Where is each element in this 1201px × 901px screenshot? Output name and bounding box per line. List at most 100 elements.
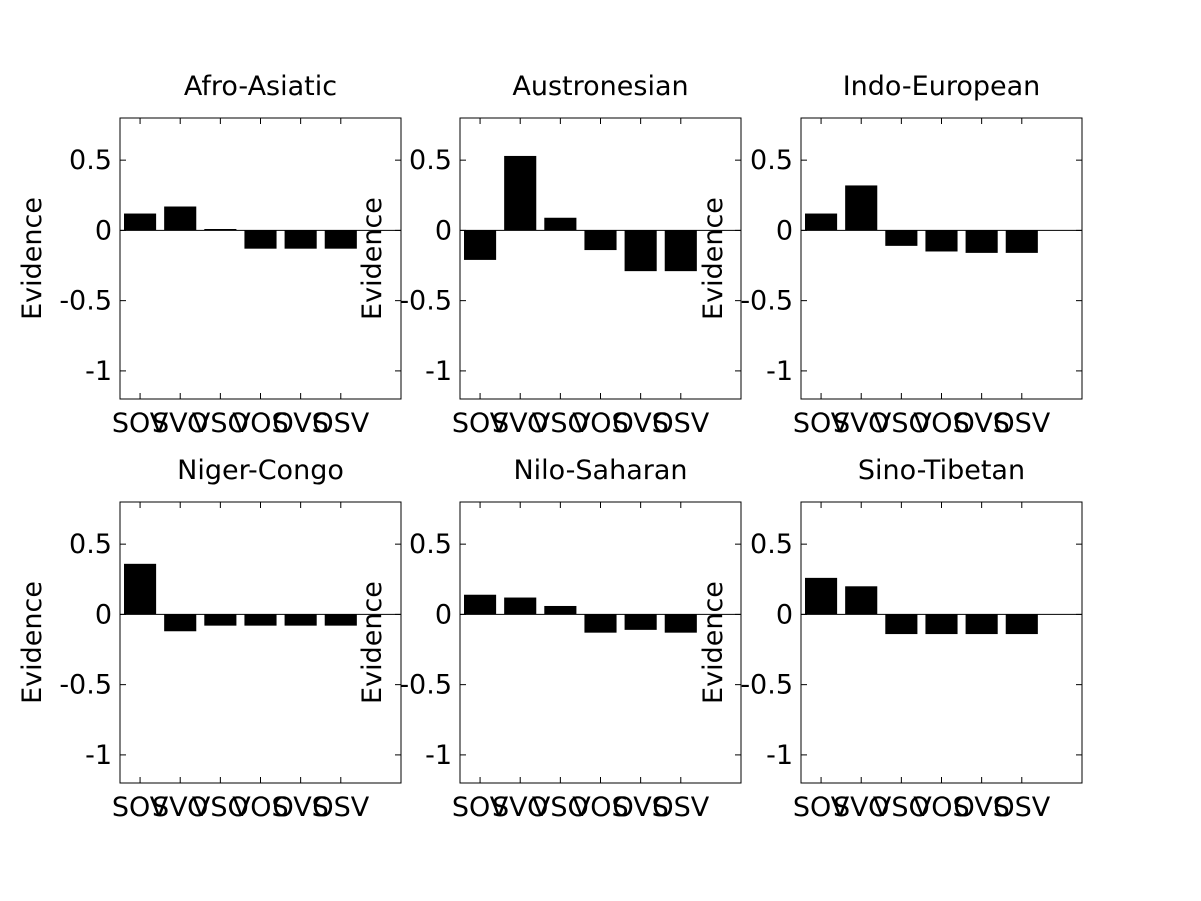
y-tick-label: -1 [766,356,793,387]
bar [544,217,577,231]
x-tick-label: SOV [793,408,850,439]
bar [504,155,537,231]
y-tick-label: 0 [776,215,793,246]
bar [204,614,237,626]
x-tick-label: SVO [152,408,208,439]
bar [965,614,998,635]
bar [965,230,998,253]
chart-title: Indo-European [843,71,1041,102]
bar [464,230,497,260]
x-tick-label: SOV [452,792,509,823]
x-tick-label: SVO [492,792,548,823]
x-tick-label: OSV [312,408,369,439]
bar [324,230,357,249]
bar [284,230,317,249]
y-tick-label: -1 [85,740,112,771]
x-tick-label: SOV [112,792,169,823]
bar [324,614,357,626]
x-tick-label: OVS [272,408,328,439]
bar [504,597,537,615]
x-tick-label: OVS [953,792,1009,823]
bar [584,614,617,633]
x-tick-label: SVO [152,792,208,823]
plot-frame [800,117,1083,400]
bar [244,614,277,626]
y-tick-label: -0.5 [399,286,452,317]
bar [624,614,657,630]
bar [284,614,317,626]
x-tick-label: SOV [452,408,509,439]
x-tick-label: VOS [232,792,288,823]
y-tick-label: -0.5 [740,286,793,317]
y-axis-label: Evidence [17,197,48,320]
x-tick-label: VSO [532,408,589,439]
chart-title: Sino-Tibetan [858,455,1025,486]
y-tick-label: 0.5 [69,529,112,560]
x-tick-label: VSO [873,792,930,823]
x-tick-label: SOV [793,792,850,823]
bar [204,229,237,231]
x-tick-label: SVO [833,792,889,823]
y-tick-label: -1 [85,356,112,387]
bar [164,206,197,231]
x-tick-label: OSV [312,792,369,823]
bar [1005,230,1038,253]
bar [845,185,878,231]
y-tick-label: 0 [95,599,112,630]
bar [124,213,157,231]
chart-title: Niger-Congo [177,455,344,486]
y-tick-label: 0.5 [750,529,793,560]
chart-title: Austronesian [512,71,688,102]
x-tick-label: VOS [232,408,288,439]
y-tick-label: -1 [425,740,452,771]
y-axis-label: Evidence [17,581,48,704]
x-tick-label: VSO [192,792,249,823]
bar [845,586,878,615]
bar [164,614,197,632]
x-tick-label: VOS [913,792,969,823]
y-tick-label: 0.5 [409,145,452,176]
y-tick-label: 0 [95,215,112,246]
bar [885,614,918,635]
bar [925,230,958,252]
y-tick-label: 0 [776,599,793,630]
y-tick-label: 0.5 [69,145,112,176]
bar [584,230,617,251]
y-tick-label: -0.5 [59,670,112,701]
y-axis-label: Evidence [698,197,729,320]
x-tick-label: OVS [953,408,1009,439]
bar [544,605,577,615]
x-tick-label: OVS [612,408,668,439]
y-tick-label: 0 [435,599,452,630]
x-tick-label: OVS [272,792,328,823]
x-tick-label: SOV [112,408,169,439]
y-tick-label: 0.5 [750,145,793,176]
bar [885,230,918,246]
bar [624,230,657,272]
x-tick-label: VSO [873,408,930,439]
chart-title: Afro-Asiatic [184,71,337,102]
x-tick-label: SVO [833,408,889,439]
y-tick-label: -1 [425,356,452,387]
x-tick-label: OSV [993,408,1050,439]
bar [464,594,497,615]
y-axis-label: Evidence [357,581,388,704]
bar [244,230,277,249]
x-tick-label: VOS [913,408,969,439]
plot-frame [800,501,1083,784]
bar [124,563,157,615]
x-tick-label: SVO [492,408,548,439]
bar [664,230,697,272]
x-tick-label: OSV [652,792,709,823]
bar [1005,614,1038,635]
bar [664,614,697,633]
y-axis-label: Evidence [357,197,388,320]
x-tick-label: VOS [572,408,628,439]
